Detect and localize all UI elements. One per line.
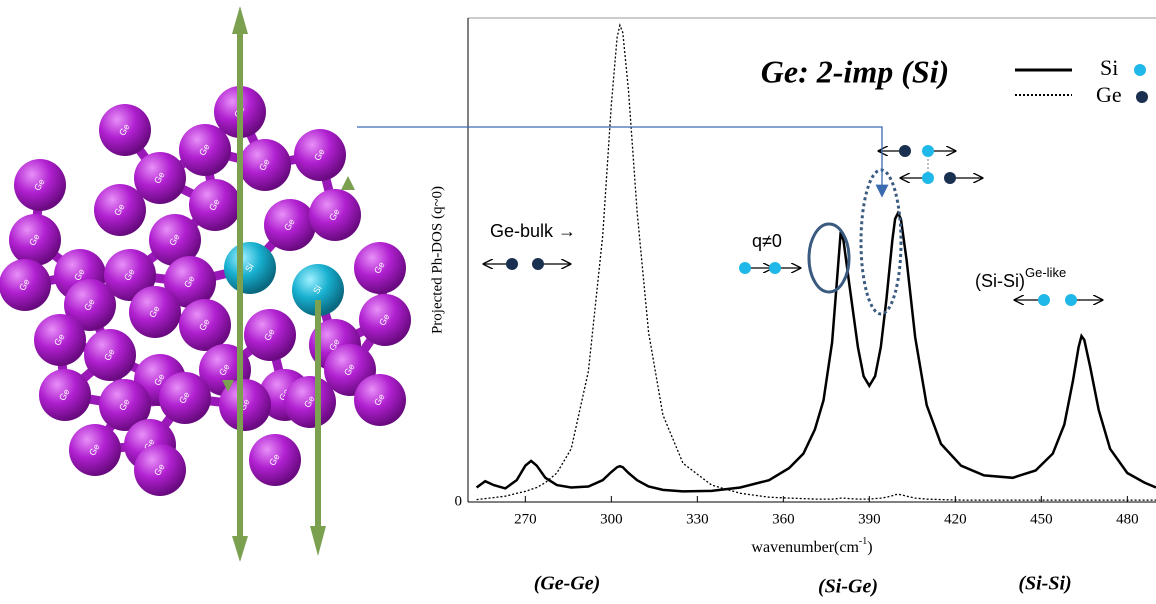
atom bbox=[179, 124, 231, 176]
x-label-sup: -1 bbox=[859, 536, 867, 547]
atom bbox=[14, 159, 66, 211]
atom bbox=[39, 369, 91, 421]
band-label: (Si-Ge) bbox=[818, 576, 878, 598]
atom bbox=[264, 199, 316, 251]
atom bbox=[134, 444, 186, 496]
x-label-end: ) bbox=[867, 539, 872, 556]
chart-title: Ge: 2-imp (Si) bbox=[761, 53, 949, 89]
atom bbox=[292, 264, 344, 316]
y-tick-label: 0 bbox=[455, 493, 463, 509]
atom bbox=[134, 152, 186, 204]
atom bbox=[64, 279, 116, 331]
atom bbox=[84, 329, 136, 381]
atom bbox=[104, 249, 156, 301]
x-label-main: wavenumber(cm bbox=[751, 539, 859, 556]
annotation: (Si-Si)Ge-like bbox=[975, 265, 1066, 290]
y-axis-label: Projected Ph-DOS (q~0) bbox=[429, 186, 445, 334]
atom bbox=[0, 259, 51, 311]
atom bbox=[359, 294, 411, 346]
atom bbox=[284, 376, 336, 428]
atom bbox=[94, 184, 146, 236]
x-tick-label: 450 bbox=[1030, 511, 1053, 527]
atom bbox=[164, 256, 216, 308]
series-line bbox=[475, 210, 1156, 493]
atom bbox=[244, 309, 296, 361]
legend: Si Ge bbox=[1015, 55, 1148, 107]
atom bbox=[309, 189, 361, 241]
atom bbox=[129, 286, 181, 338]
annotations: Ge-bulk → q≠0 (Si-Si)Ge-like (Ge-Ge) (Si… bbox=[357, 126, 1102, 598]
x-tick-label: 330 bbox=[686, 511, 709, 527]
displacement-arrows bbox=[222, 6, 355, 562]
atom bbox=[249, 434, 301, 486]
plot: 270 300 330 360 390 420 450 480 0 bbox=[455, 17, 1156, 527]
atom bbox=[354, 242, 406, 294]
x-tick-label: 390 bbox=[858, 511, 881, 527]
atom bbox=[239, 139, 291, 191]
x-tick-label: 480 bbox=[1116, 511, 1139, 527]
atom bbox=[179, 299, 231, 351]
atom bbox=[354, 374, 406, 426]
x-tick-label: 300 bbox=[600, 511, 623, 527]
annotation: Ge-bulk → bbox=[490, 221, 576, 241]
band-label: (Ge-Ge) bbox=[534, 573, 601, 595]
annotation: q≠0 bbox=[752, 231, 782, 251]
atom-label: Si bbox=[243, 262, 256, 274]
legend-label: Ge bbox=[1096, 82, 1122, 107]
atom bbox=[99, 104, 151, 156]
x-tick-label: 270 bbox=[514, 511, 537, 527]
atom bbox=[294, 129, 346, 181]
atom bbox=[189, 179, 241, 231]
legend-label: Si bbox=[1100, 55, 1118, 80]
annotation-sup: Ge-like bbox=[1025, 265, 1066, 280]
atom bbox=[69, 424, 121, 476]
atom bbox=[34, 314, 86, 366]
atom bbox=[9, 214, 61, 266]
annotation-main: (Si-Si) bbox=[975, 271, 1025, 291]
atom bbox=[159, 372, 211, 424]
band-label: (Si-Si) bbox=[1018, 573, 1071, 595]
atom-label: Si bbox=[311, 284, 324, 296]
atom bbox=[149, 214, 201, 266]
x-tick-label: 420 bbox=[944, 511, 967, 527]
atom bbox=[219, 379, 271, 431]
x-tick-label: 360 bbox=[772, 511, 795, 527]
atom bbox=[99, 379, 151, 431]
x-axis-label: wavenumber(cm-1) bbox=[751, 536, 872, 555]
